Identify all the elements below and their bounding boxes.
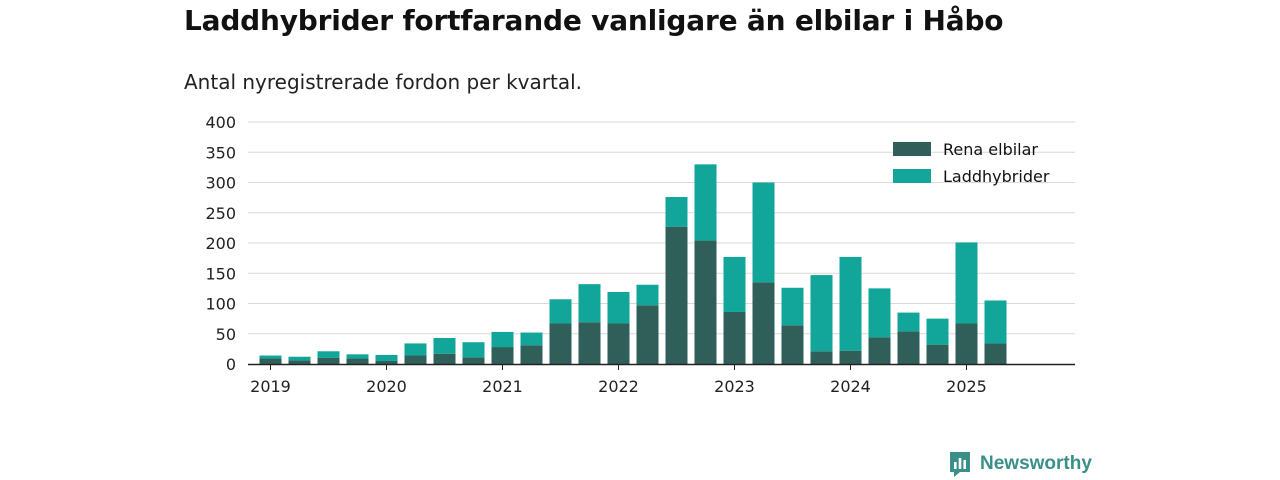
- bar-laddhybrider: [491, 331, 514, 348]
- bar-rena-elbilar: [984, 343, 1007, 364]
- bar-rena-elbilar: [665, 226, 688, 364]
- x-tick-label: 2024: [830, 377, 871, 396]
- x-tick-label: 2020: [366, 377, 407, 396]
- bar-rena-elbilar: [636, 305, 659, 364]
- bar-rena-elbilar: [375, 360, 398, 364]
- bar-rena-elbilar: [404, 355, 427, 364]
- bar-rena-elbilar: [462, 357, 485, 364]
- bar-rena-elbilar: [491, 347, 514, 364]
- bar-laddhybrider: [375, 354, 398, 361]
- y-tick-label: 350: [205, 143, 236, 162]
- bar-laddhybrider: [926, 318, 949, 345]
- x-tick-label: 2022: [598, 377, 639, 396]
- bar-laddhybrider: [665, 197, 688, 227]
- bar-laddhybrider: [520, 332, 543, 346]
- chart-subtitle: Antal nyregistrerade fordon per kvartal.: [184, 70, 583, 94]
- bar-rena-elbilar: [926, 344, 949, 364]
- y-tick-label: 150: [205, 264, 236, 283]
- bar-laddhybrider: [636, 284, 659, 306]
- y-tick-label: 200: [205, 234, 236, 253]
- bar-laddhybrider: [752, 182, 775, 283]
- legend-swatch: [893, 142, 931, 156]
- bar-laddhybrider: [694, 164, 717, 241]
- bar-laddhybrider: [578, 284, 601, 323]
- bar-rena-elbilar: [520, 345, 543, 364]
- bar-laddhybrider: [346, 354, 369, 359]
- bar-laddhybrider: [839, 256, 862, 351]
- y-tick-label: 50: [216, 325, 236, 344]
- x-tick-label: 2025: [946, 377, 987, 396]
- bar-rena-elbilar: [810, 351, 833, 364]
- bar-laddhybrider: [549, 299, 572, 324]
- y-tick-label: 100: [205, 295, 236, 314]
- bar-rena-elbilar: [694, 240, 717, 364]
- newsworthy-brand[interactable]: Newsworthy: [948, 450, 1092, 478]
- bar-laddhybrider: [433, 337, 456, 354]
- bar-laddhybrider: [607, 292, 630, 324]
- brand-name: Newsworthy: [980, 453, 1092, 474]
- y-tick-label: 300: [205, 174, 236, 193]
- bar-laddhybrider: [259, 355, 282, 359]
- x-tick-label: 2021: [482, 377, 523, 396]
- y-tick-label: 0: [226, 355, 236, 374]
- bar-rena-elbilar: [346, 358, 369, 364]
- bar-rena-elbilar: [578, 322, 601, 364]
- bar-rena-elbilar: [781, 325, 804, 364]
- bar-rena-elbilar: [259, 358, 282, 364]
- bar-rena-elbilar: [752, 282, 775, 364]
- bar-rena-elbilar: [897, 331, 920, 364]
- bar-laddhybrider: [810, 275, 833, 352]
- bar-laddhybrider: [288, 356, 311, 361]
- x-tick-label: 2023: [714, 377, 755, 396]
- bar-rena-elbilar: [955, 323, 978, 364]
- bar-rena-elbilar: [839, 350, 862, 364]
- bar-laddhybrider: [781, 287, 804, 326]
- bar-laddhybrider: [462, 342, 485, 358]
- bar-rena-elbilar: [288, 360, 311, 364]
- legend-label: Laddhybrider: [943, 167, 1050, 186]
- bar-laddhybrider: [984, 300, 1007, 344]
- chart-title: Laddhybrider fortfarande vanligare än el…: [184, 4, 1004, 37]
- legend-swatch: [893, 169, 931, 183]
- bar-rena-elbilar: [868, 337, 891, 364]
- bar-laddhybrider: [868, 288, 891, 338]
- y-tick-label: 400: [205, 113, 236, 132]
- bar-laddhybrider: [723, 256, 746, 312]
- bar-rena-elbilar: [433, 353, 456, 364]
- bar-laddhybrider: [404, 343, 427, 356]
- x-tick-label: 2019: [250, 377, 291, 396]
- bar-rena-elbilar: [723, 311, 746, 364]
- newsworthy-logo-icon: [950, 452, 970, 477]
- bar-laddhybrider: [897, 312, 920, 332]
- bar-laddhybrider: [955, 242, 978, 324]
- bar-laddhybrider: [317, 351, 340, 358]
- bar-rena-elbilar: [549, 323, 572, 364]
- y-tick-label: 250: [205, 204, 236, 223]
- bar-rena-elbilar: [607, 323, 630, 364]
- legend-label: Rena elbilar: [943, 140, 1038, 159]
- bar-rena-elbilar: [317, 357, 340, 364]
